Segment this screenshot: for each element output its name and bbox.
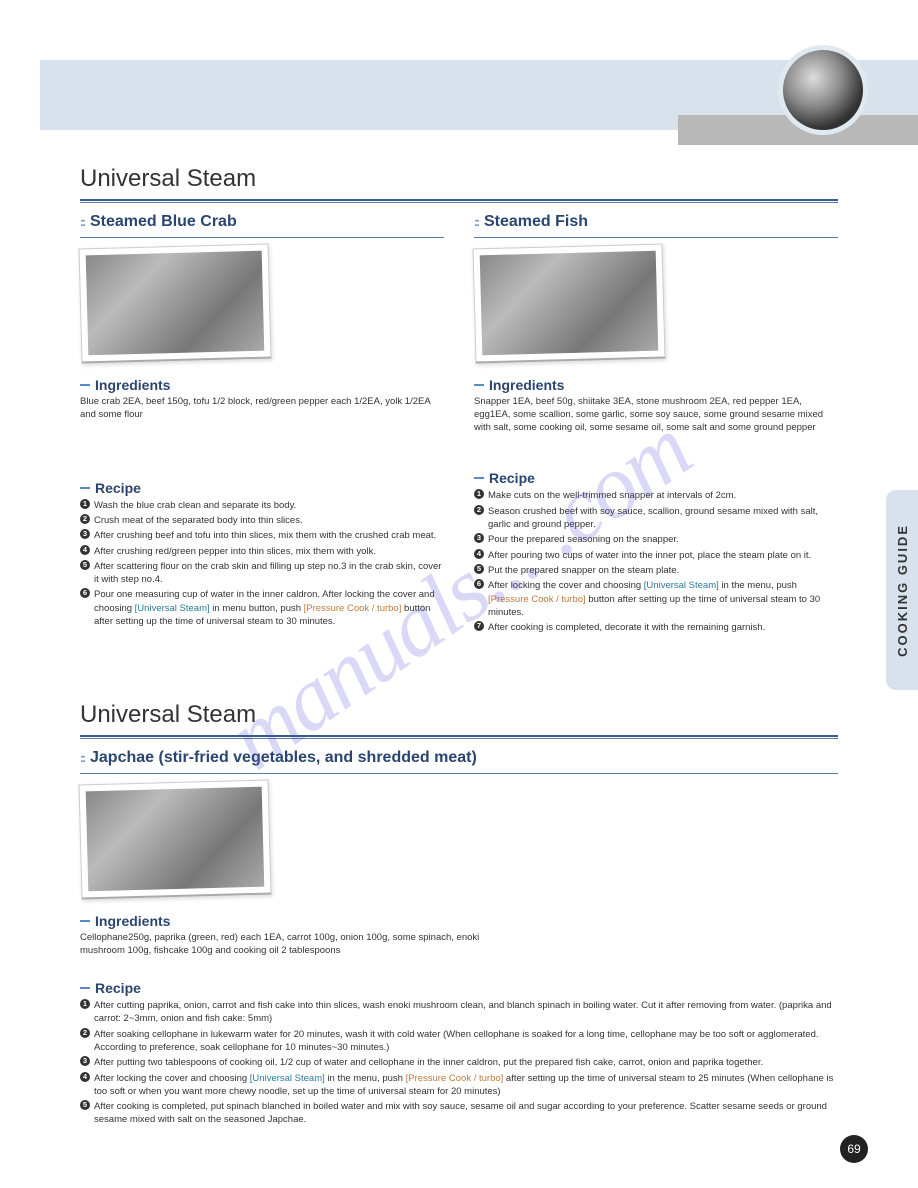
section-title-2: Universal Steam	[80, 701, 838, 729]
product-image-badge	[778, 45, 868, 135]
page-number: 69	[840, 1135, 868, 1163]
recipe-steamed-fish: :: Steamed Fish Ingredients Snapper 1EA,…	[474, 213, 838, 636]
step-item: Pour one measuring cup of water in the i…	[80, 588, 444, 628]
step-item: After cooking is completed, put spinach …	[80, 1100, 838, 1127]
step-item: After crushing beef and tofu into thin s…	[80, 529, 444, 542]
page-header	[0, 0, 918, 150]
recipe-steps: Make cuts on the well-trimmed snapper at…	[474, 489, 838, 634]
step-item: After soaking cellophane in lukewarm wat…	[80, 1028, 838, 1055]
recipe-title: :: Steamed Blue Crab	[80, 213, 444, 231]
bullet-icon: ::	[80, 751, 84, 765]
bullet-icon: ::	[80, 215, 84, 229]
ingredients-text: Blue crab 2EA, beef 150g, tofu 1/2 block…	[80, 396, 444, 422]
ingredients-heading: Ingredients	[80, 913, 838, 929]
recipe-heading: Recipe	[80, 980, 838, 996]
ingredients-heading: Ingredients	[80, 377, 444, 393]
step-item: After locking the cover and choosing [Un…	[80, 1072, 838, 1099]
recipe-photo	[79, 780, 272, 900]
step-item: After putting two tablespoons of cooking…	[80, 1056, 838, 1069]
step-item: After scattering flour on the crab skin …	[80, 560, 444, 587]
step-item: After cooking is completed, decorate it …	[474, 621, 838, 634]
bullet-icon: ::	[474, 215, 478, 229]
step-item: After cutting paprika, onion, carrot and…	[80, 999, 838, 1026]
ingredients-heading: Ingredients	[474, 377, 838, 393]
recipe-steps: Wash the blue crab clean and separate it…	[80, 499, 444, 629]
step-item: After locking the cover and choosing [Un…	[474, 579, 838, 619]
step-item: Make cuts on the well-trimmed snapper at…	[474, 489, 838, 502]
section-title-1: Universal Steam	[80, 165, 838, 193]
recipe-title: :: Steamed Fish	[474, 213, 838, 231]
recipe-photo	[473, 244, 666, 364]
recipe-photo	[79, 244, 272, 364]
step-item: Crush meat of the separated body into th…	[80, 514, 444, 527]
recipe-heading: Recipe	[474, 470, 838, 486]
recipe-steps: After cutting paprika, onion, carrot and…	[80, 999, 838, 1127]
step-item: Pour the prepared seasoning on the snapp…	[474, 533, 838, 546]
step-item: After crushing red/green pepper into thi…	[80, 545, 444, 558]
step-item: Put the prepared snapper on the steam pl…	[474, 564, 838, 577]
ingredients-text: Snapper 1EA, beef 50g, shiitake 3EA, sto…	[474, 396, 838, 434]
recipe-title: :: Japchae (stir-fried vegetables, and s…	[80, 749, 838, 767]
step-item: Season crushed beef with soy sauce, scal…	[474, 505, 838, 532]
ingredients-text: Cellophane250g, paprika (green, red) eac…	[80, 932, 500, 958]
step-item: After pouring two cups of water into the…	[474, 549, 838, 562]
divider	[80, 735, 838, 739]
recipe-heading: Recipe	[80, 480, 444, 496]
divider	[80, 199, 838, 203]
recipe-blue-crab: :: Steamed Blue Crab Ingredients Blue cr…	[80, 213, 444, 636]
step-item: Wash the blue crab clean and separate it…	[80, 499, 444, 512]
